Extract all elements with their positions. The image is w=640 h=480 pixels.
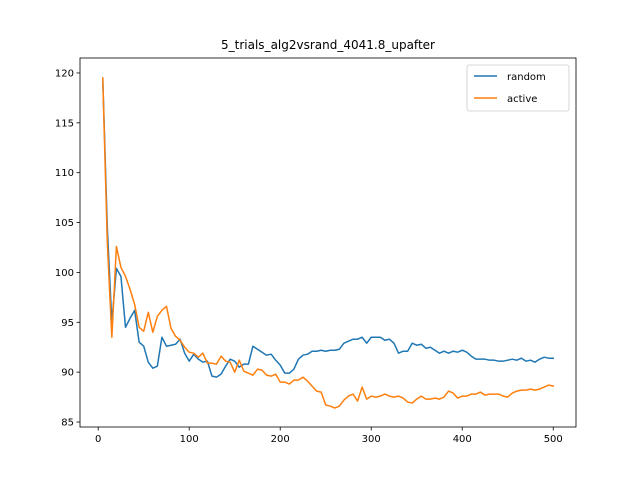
legend: random active [466,64,570,112]
y-tick-label: 85 [61,418,74,429]
x-tick-label: 500 [544,434,563,445]
series-line-active [101,77,555,409]
y-tick-label: 95 [61,318,74,329]
y-tick-label: 105 [55,218,74,229]
series-line-random [101,77,554,378]
plot-area [101,77,555,409]
legend-label-random: random [507,72,546,83]
x-tick-label: 200 [271,434,290,445]
x-tick-label: 0 [95,434,101,445]
axes-frame [79,57,577,428]
legend-label-active: active [507,94,537,105]
x-axis: 0 100 200 300 400 500 [95,427,563,445]
x-tick-label: 400 [453,434,472,445]
y-tick-label: 120 [55,68,74,79]
y-tick-label: 90 [61,368,74,379]
x-tick-label: 300 [362,434,381,445]
y-tick-label: 110 [55,168,74,179]
y-tick-label: 100 [55,268,74,279]
x-tick-label: 100 [180,434,199,445]
y-tick-label: 115 [55,118,74,129]
y-axis: 85 90 95 100 105 110 115 120 [55,68,80,429]
chart-title: 5_trials_alg2vsrand_4041.8_upafter [221,38,435,52]
